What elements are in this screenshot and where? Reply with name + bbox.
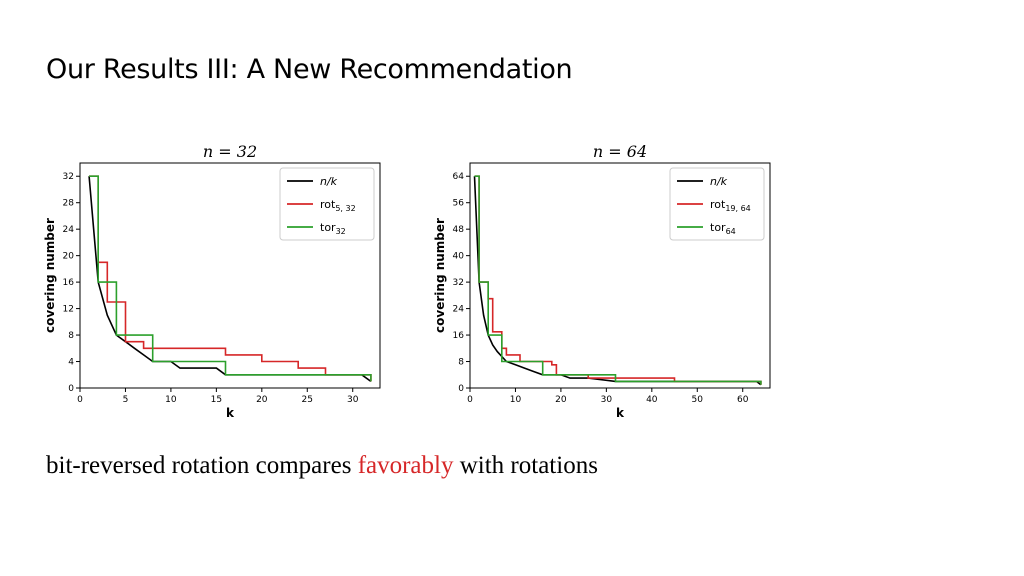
slide-caption: bit-reversed rotation compares favorably… <box>46 452 598 480</box>
caption-highlight: favorably <box>357 452 454 479</box>
y-tick-label: 8 <box>458 358 464 368</box>
y-tick-label: 24 <box>63 225 75 235</box>
legend-box <box>669 167 765 241</box>
y-tick-label: 20 <box>63 252 75 262</box>
x-tick-label: 10 <box>510 395 522 405</box>
x-tick-label: 60 <box>737 395 749 405</box>
legend-label: n/k <box>320 175 338 188</box>
x-tick-label: 30 <box>601 395 613 405</box>
y-tick-label: 8 <box>68 331 74 341</box>
y-tick-label: 64 <box>453 172 465 182</box>
y-tick-label: 0 <box>458 384 464 394</box>
y-axis-label: covering number <box>43 218 57 333</box>
legend-label: tor32 <box>320 221 346 236</box>
x-tick-label: 5 <box>123 395 129 405</box>
y-tick-label: 48 <box>453 225 465 235</box>
y-axis-label: covering number <box>433 218 447 333</box>
y-tick-label: 24 <box>453 305 465 315</box>
x-tick-label: 20 <box>555 395 567 405</box>
chart-title: n = 64 <box>593 142 647 161</box>
legend-label: tor64 <box>710 221 736 236</box>
legend-label: rot19, 64 <box>710 198 751 213</box>
y-tick-label: 32 <box>453 278 464 288</box>
x-tick-label: 20 <box>256 395 268 405</box>
caption-text-end: with rotations <box>453 452 598 479</box>
x-tick-label: 0 <box>467 395 473 405</box>
y-tick-label: 16 <box>63 278 75 288</box>
y-tick-label: 12 <box>63 305 74 315</box>
x-tick-label: 25 <box>302 395 313 405</box>
y-tick-label: 40 <box>453 252 465 262</box>
plot-frame <box>79 162 381 389</box>
legend-label: n/k <box>710 175 728 188</box>
y-tick-label: 16 <box>453 331 465 341</box>
slide-title: Our Results III: A New Recommendation <box>46 54 573 85</box>
caption-text-start: bit-reversed rotation compares <box>46 452 358 479</box>
series-line-tor64 <box>474 175 762 385</box>
x-tick-label: 0 <box>77 395 83 405</box>
y-tick-label: 32 <box>63 172 74 182</box>
x-tick-label: 30 <box>347 395 359 405</box>
chart-title: n = 32 <box>203 142 257 161</box>
x-tick-label: 10 <box>165 395 177 405</box>
series-line-rot5-32 <box>89 175 372 382</box>
y-tick-label: 0 <box>68 384 74 394</box>
y-tick-label: 56 <box>453 199 465 209</box>
x-tick-label: 40 <box>646 395 658 405</box>
legend-label: rot5, 32 <box>320 198 356 213</box>
series-line-tor32 <box>89 175 372 382</box>
y-tick-label: 4 <box>68 358 74 368</box>
x-axis-label: k <box>616 406 625 420</box>
x-tick-label: 50 <box>692 395 704 405</box>
x-axis-label: k <box>226 406 235 420</box>
legend-box <box>279 167 375 241</box>
y-tick-label: 28 <box>63 199 75 209</box>
chart-n64: n = 64 0 10 20 30 40 50 60 0 8 16 24 32 40 48 56 64 k cove… <box>433 142 771 420</box>
plot-frame <box>469 162 771 389</box>
x-tick-label: 15 <box>211 395 222 405</box>
chart-n32: n = 32 0 5 10 15 20 25 30 0 4 8 12 16 20 24 28 32 k coveri… <box>43 142 381 420</box>
